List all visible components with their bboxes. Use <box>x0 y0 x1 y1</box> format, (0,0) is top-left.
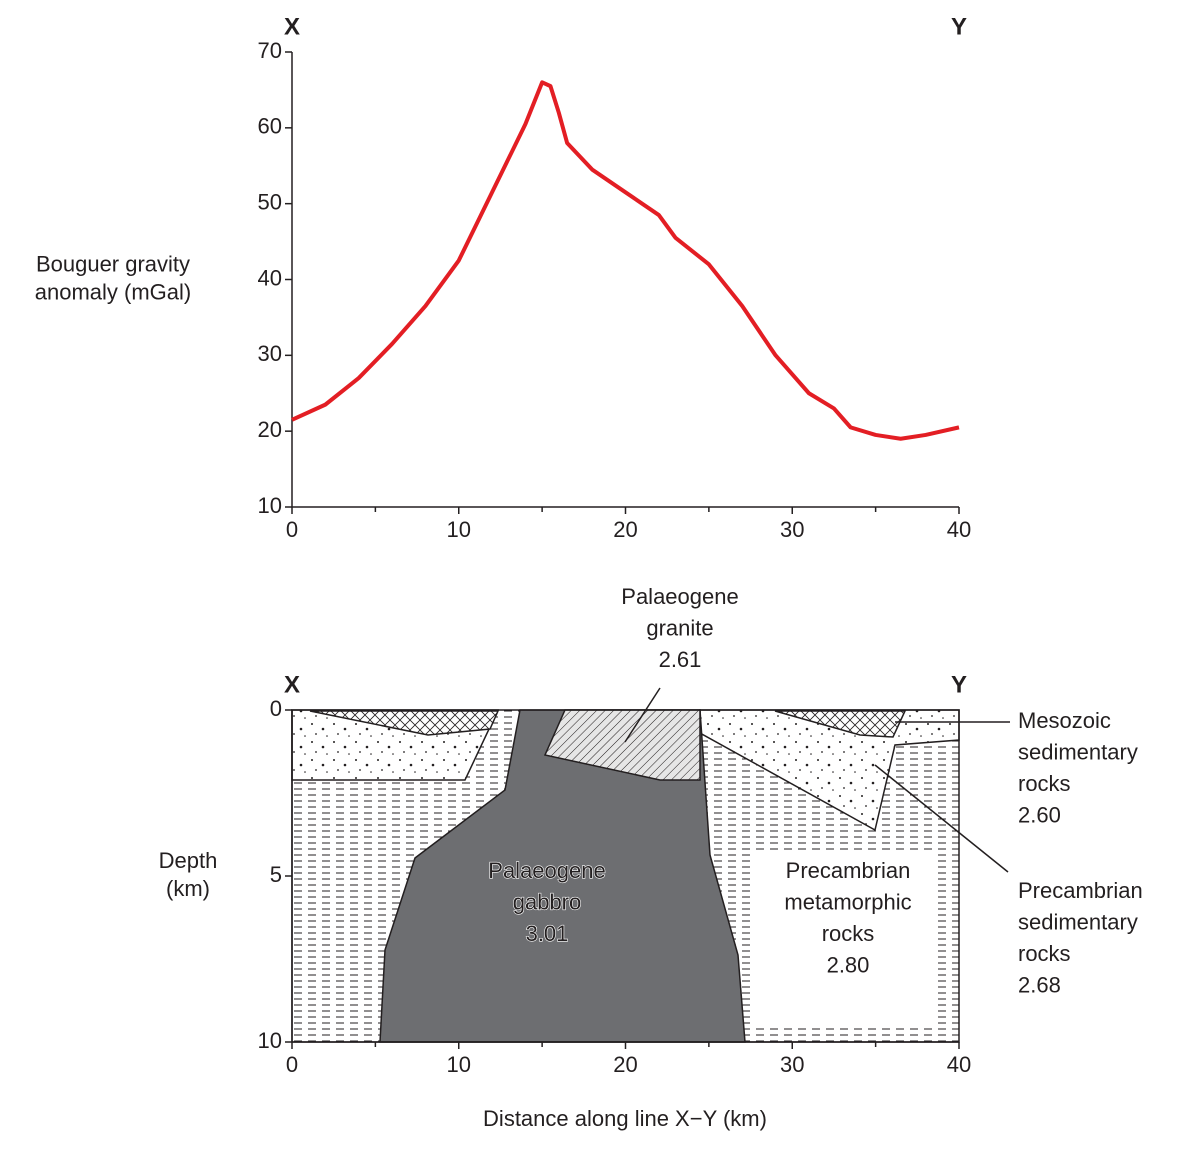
unit-name: metamorphic <box>784 889 911 914</box>
x-axis-label: Distance along line X−Y (km) <box>483 1106 767 1131</box>
leader-line <box>624 687 661 743</box>
unit-name: Precambrian <box>786 858 911 883</box>
x-tick-label: 40 <box>947 517 971 542</box>
x-tick-label: 30 <box>780 517 804 542</box>
x-tick-label: 20 <box>613 1052 637 1077</box>
unit-name: rocks <box>822 921 875 946</box>
y-tick-label: 10 <box>258 493 282 518</box>
y-tick-label: 10 <box>258 1028 282 1053</box>
x-tick-label: 30 <box>780 1052 804 1077</box>
precambrian-sediment-left <box>309 710 500 736</box>
y-tick-label: 70 <box>258 38 282 63</box>
unit-name: sedimentary <box>1018 909 1138 934</box>
y-axis-label: anomaly (mGal) <box>35 279 191 304</box>
end-label: Y <box>951 13 967 40</box>
x-tick-label: 10 <box>447 517 471 542</box>
end-label: Y <box>951 671 967 698</box>
unit-density: 2.68 <box>1018 972 1061 997</box>
y-axis-label: (km) <box>166 876 210 901</box>
y-tick-label: 40 <box>258 265 282 290</box>
section-shapes <box>291 687 1010 1043</box>
end-label: X <box>284 671 300 698</box>
unit-name: Palaeogene <box>621 584 738 609</box>
end-label: X <box>284 13 300 40</box>
y-tick-label: 20 <box>258 417 282 442</box>
unit-density: 2.61 <box>659 647 702 672</box>
unit-name: gabbro <box>513 889 582 914</box>
y-tick-label: 60 <box>258 114 282 139</box>
leader-line <box>874 764 1009 873</box>
y-tick-label: 0 <box>270 696 282 721</box>
y-tick-label: 30 <box>258 341 282 366</box>
y-tick-label: 5 <box>270 862 282 887</box>
unit-name: granite <box>646 615 713 640</box>
gravity-line <box>291 80 960 441</box>
precambrian-sediment-right <box>774 710 907 738</box>
x-tick-label: 0 <box>286 1052 298 1077</box>
unit-name: Precambrian <box>1018 878 1143 903</box>
unit-name: sedimentary <box>1018 739 1138 764</box>
x-tick-label: 40 <box>947 1052 971 1077</box>
unit-density: 2.80 <box>827 952 870 977</box>
x-tick-label: 20 <box>613 517 637 542</box>
y-axis-label: Bouguer gravity <box>36 251 190 276</box>
unit-density: 2.60 <box>1018 802 1061 827</box>
unit-name: Mesozoic <box>1018 708 1111 733</box>
x-tick-label: 0 <box>286 517 298 542</box>
y-axis-label: Depth <box>159 848 218 873</box>
unit-name: rocks <box>1018 771 1071 796</box>
x-tick-label: 10 <box>447 1052 471 1077</box>
y-tick-label: 50 <box>258 189 282 214</box>
label-background <box>752 854 938 1024</box>
unit-name: Palaeogene <box>488 858 605 883</box>
unit-name: rocks <box>1018 941 1071 966</box>
unit-density: 3.01 <box>526 921 569 946</box>
